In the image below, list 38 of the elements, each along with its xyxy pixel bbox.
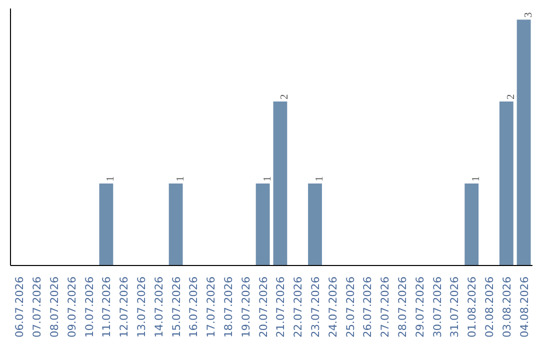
x-tick-label: 01.08.2026 [466, 276, 479, 338]
x-tick-label: 08.07.2026 [48, 276, 61, 338]
data-label: 1 [471, 176, 482, 182]
x-tick-label: 11.07.2026 [100, 276, 114, 338]
x-tick-label: 03.08.2026 [500, 276, 514, 338]
x-tick-label: 28.07.2026 [396, 276, 409, 338]
data-label: 2 [506, 94, 517, 100]
x-tick-label: 04.08.2026 [518, 276, 531, 338]
x-tick-label: 19.07.2026 [239, 276, 252, 338]
data-label: 1 [314, 176, 326, 182]
data-label: 3 [523, 12, 534, 18]
x-tick-label: 17.07.2026 [204, 276, 218, 338]
x-tick-label: 22.07.2026 [292, 276, 305, 338]
x-tick-label: 30.07.2026 [430, 276, 444, 338]
x-tick-label: 29.07.2026 [413, 276, 426, 338]
x-tick-label: 31.07.2026 [448, 276, 462, 338]
x-tick-label: 09.07.2026 [65, 276, 78, 338]
x-tick-label: 23.07.2026 [309, 276, 322, 338]
x-tick-label: 06.07.2026 [13, 276, 26, 338]
x-tick-label: 12.07.2026 [118, 276, 131, 338]
x-tick-label: 27.07.2026 [378, 276, 392, 338]
x-tick-label: 25.07.2026 [344, 276, 357, 338]
data-label: 2 [280, 94, 291, 100]
x-tick-label: 26.07.2026 [361, 276, 374, 338]
x-tick-label: 02.08.2026 [483, 276, 496, 338]
data-label: 1 [262, 176, 274, 182]
x-tick-label: 24.07.2026 [326, 276, 340, 338]
data-label: 1 [106, 176, 117, 182]
x-tick-label: 13.07.2026 [135, 276, 148, 338]
x-tick-label: 15.07.2026 [170, 276, 183, 338]
x-tick-label: 16.07.2026 [187, 276, 200, 338]
x-tick-label: 18.07.2026 [222, 276, 235, 338]
data-label: 1 [175, 176, 186, 182]
x-tick-label: 10.07.2026 [82, 276, 96, 338]
x-tick-label: 20.07.2026 [256, 276, 270, 338]
x-tick-label: 07.07.2026 [30, 276, 44, 338]
x-tick-label: 21.07.2026 [274, 276, 288, 338]
x-tick-label: 14.07.2026 [152, 276, 166, 338]
